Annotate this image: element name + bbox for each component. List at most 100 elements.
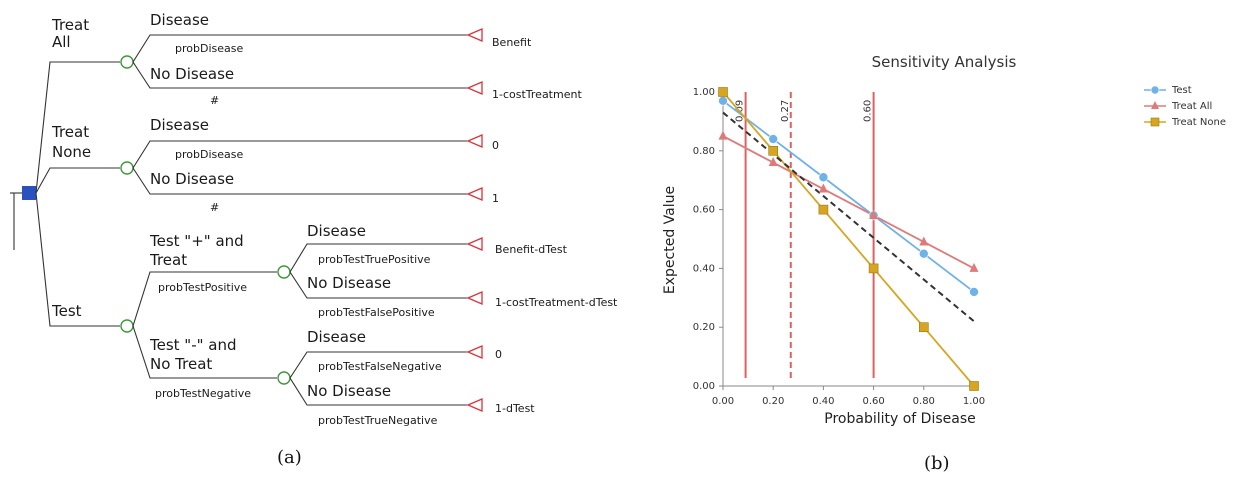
sensitivity-chart: Sensitivity Analysis 0.00 0.20 0.40 0.60 0.8… — [662, 53, 1226, 474]
caption-a: (a) — [277, 447, 302, 468]
decision-tree-panel: Treat All Disease probDisease No Disease… — [0, 0, 620, 473]
prob-false-positive: probTestFalsePositive — [318, 306, 435, 319]
treat-all-no-disease-label: No Disease — [150, 65, 234, 83]
chance-node-test[interactable] — [120, 319, 134, 333]
dashed-reference-line — [722, 111, 975, 323]
treat-none-no-disease-label: No Disease — [150, 170, 234, 188]
x-tick-label: 0.60 — [862, 396, 884, 407]
caption-b: (b) — [924, 453, 950, 473]
data-point — [718, 87, 728, 97]
branch-pos-disease[interactable] — [289, 243, 468, 273]
treat-all-prob-disease: probDisease — [175, 42, 243, 55]
decision-node[interactable] — [22, 186, 36, 200]
test-label: Test — [51, 302, 82, 320]
test-positive-label-line1: Test "+" and — [149, 232, 244, 250]
chance-node-test-negative[interactable] — [277, 371, 291, 385]
data-point — [969, 262, 979, 272]
branch-test-positive[interactable] — [132, 271, 277, 327]
threshold-label: 0.60 — [863, 100, 874, 122]
decision-tree: Treat All Disease probDisease No Disease… — [10, 11, 618, 468]
test-prob-positive: probTestPositive — [158, 281, 247, 294]
legend-entry: Treat All — [1171, 101, 1212, 112]
branch-test-negative[interactable] — [132, 325, 277, 379]
data-point — [718, 96, 728, 106]
y-tick-label: 0.40 — [693, 263, 715, 274]
chance-node-treat-all[interactable] — [120, 55, 134, 69]
y-axis-label: Expected Value — [662, 186, 678, 294]
x-tick-label: 0.40 — [812, 396, 834, 407]
treat-all-payoff-disease: Benefit — [492, 36, 532, 49]
terminal-node[interactable] — [466, 81, 483, 95]
chance-node-treat-none[interactable] — [120, 161, 134, 175]
test-prob-negative: probTestNegative — [155, 387, 251, 400]
treat-none-label-line1: Treat — [51, 123, 89, 141]
branch-test[interactable] — [35, 192, 120, 327]
marks-layer: 0.09 0.27 0.60 — [718, 87, 979, 391]
legend-marker — [1150, 117, 1160, 127]
y-tick-label: 1.00 — [693, 87, 715, 98]
neg-disease-label: Disease — [307, 328, 366, 346]
data-point — [818, 204, 829, 215]
payoff-pos-disease: Benefit-dTest — [495, 243, 568, 256]
neg-no-disease-label: No Disease — [307, 382, 391, 400]
treat-none-prob-disease: probDisease — [175, 148, 243, 161]
data-point — [718, 130, 728, 140]
chance-node-test-positive[interactable] — [277, 265, 291, 279]
data-point — [768, 157, 778, 167]
branch-neg-disease[interactable] — [289, 351, 468, 379]
pos-disease-label: Disease — [307, 222, 366, 240]
branch-treat-none[interactable] — [35, 167, 120, 194]
branch-treat-all-no-disease[interactable] — [132, 61, 468, 89]
x-tick-label: 0.20 — [762, 396, 784, 407]
sensitivity-chart-panel: Sensitivity Analysis 0.00 0.20 0.40 0.60 0.8… — [640, 0, 1242, 474]
prob-true-negative: probTestTrueNegative — [318, 414, 438, 427]
x-tick-label: 1.00 — [963, 396, 985, 407]
test-negative-label-line2: No Treat — [150, 355, 212, 373]
treat-none-payoff-disease: 0 — [492, 139, 499, 152]
y-tick-label: 0.00 — [693, 381, 715, 392]
data-point — [919, 236, 929, 246]
data-point — [818, 172, 829, 183]
legend-entry: Treat None — [1171, 117, 1226, 128]
payoff-neg-disease: 0 — [495, 348, 502, 361]
branch-treat-none-disease[interactable] — [132, 140, 468, 169]
data-point — [868, 263, 879, 274]
branch-pos-no-disease[interactable] — [289, 271, 468, 299]
treat-none-hash: # — [210, 201, 219, 214]
branch-neg-no-disease[interactable] — [289, 377, 468, 406]
series-line — [722, 91, 975, 387]
data-point — [918, 322, 929, 333]
y-tick-label: 0.80 — [693, 146, 715, 157]
treat-all-label-line1: Treat — [51, 16, 89, 34]
payoff-pos-no-disease: 1-costTreatment-dTest — [495, 296, 618, 309]
y-tick-label: 0.60 — [693, 205, 715, 216]
terminal-node[interactable] — [466, 398, 483, 412]
treat-none-label-line2: None — [52, 143, 91, 161]
legend-marker — [1150, 85, 1160, 95]
legend: Test Treat All Treat None — [1144, 85, 1226, 128]
prob-true-positive: probTestTruePositive — [318, 253, 431, 266]
treat-all-hash: # — [210, 94, 219, 107]
branch-treat-all-disease[interactable] — [132, 34, 468, 63]
legend-marker — [1151, 101, 1159, 109]
terminal-node[interactable] — [466, 134, 483, 148]
terminal-node[interactable] — [466, 237, 483, 251]
test-positive-label-line2: Treat — [149, 251, 187, 269]
data-point — [768, 146, 778, 156]
test-negative-label-line1: Test "-" and — [149, 336, 237, 354]
branch-treat-all[interactable] — [35, 61, 120, 194]
terminal-node[interactable] — [466, 28, 483, 42]
terminal-node[interactable] — [466, 291, 483, 305]
treat-all-label-line2: All — [52, 33, 71, 51]
terminal-node[interactable] — [466, 187, 483, 201]
data-point — [818, 183, 828, 193]
data-point — [869, 209, 879, 219]
branch-treat-none-no-disease[interactable] — [132, 167, 468, 195]
terminal-node[interactable] — [466, 345, 483, 359]
grid-layer: 0.00 0.20 0.40 0.60 0.80 1.00 0.00 0.20 0.40 0.60… — [693, 87, 985, 407]
treat-all-disease-label: Disease — [150, 11, 209, 29]
series-line — [722, 135, 975, 270]
data-point — [768, 134, 778, 144]
threshold-label: 0.27 — [780, 100, 791, 122]
chart-title: Sensitivity Analysis — [872, 53, 1017, 71]
